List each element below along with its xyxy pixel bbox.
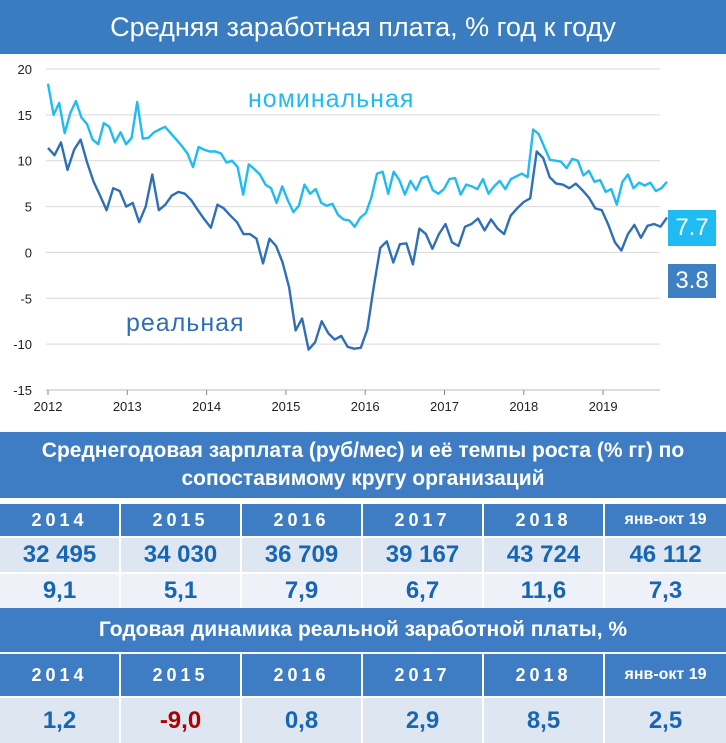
real-wage-value: 2,5 <box>605 698 726 743</box>
growth-value: 6,7 <box>363 574 484 608</box>
salary-value: 39 167 <box>363 538 484 572</box>
table2-year: 2014 <box>0 654 121 696</box>
table2-year: 2017 <box>363 654 484 696</box>
table2-year-row: 2014 2015 2016 2017 2018 янв-окт 19 <box>0 654 726 696</box>
x-tick-label: 2012 <box>34 399 63 414</box>
table1-title-line2: сопоставимому кругу организаций <box>181 467 545 490</box>
y-tick-label: -5 <box>20 291 32 306</box>
table1-title-line1: Среднегодовая зарплата (руб/мес) и её те… <box>41 439 685 462</box>
salary-value: 36 709 <box>242 538 363 572</box>
growth-value: 9,1 <box>0 574 121 608</box>
real-end-label: 3.8 <box>668 264 716 298</box>
table1-year: 2014 <box>0 504 121 536</box>
x-tick-label: 2019 <box>589 399 618 414</box>
x-tick-label: 2014 <box>192 399 221 414</box>
growth-value: 7,3 <box>605 574 726 608</box>
real-wage-value: 2,9 <box>363 698 484 743</box>
y-tick-label: 20 <box>18 62 32 77</box>
annotation-real: реальная <box>126 309 245 337</box>
x-tick-label: 2018 <box>509 399 538 414</box>
real-wage-value: 0,8 <box>242 698 363 743</box>
x-tick-label: 2015 <box>271 399 300 414</box>
table2-value-row: 1,2 -9,0 0,8 2,9 8,5 2,5 <box>0 698 726 743</box>
y-tick-label: 15 <box>18 108 32 123</box>
growth-value: 5,1 <box>121 574 242 608</box>
table1-year: 2016 <box>242 504 363 536</box>
x-tick-labels: 2012 2013 2014 2015 2016 2017 2018 2019 <box>34 390 618 414</box>
y-tick-label: -10 <box>13 337 32 352</box>
series-line-nominal <box>46 83 668 228</box>
series-line-real <box>47 138 668 351</box>
table1-year: 2018 <box>484 504 605 536</box>
x-tick-label: 2017 <box>430 399 459 414</box>
growth-value: 11,6 <box>484 574 605 608</box>
table1-year: 2017 <box>363 504 484 536</box>
chart-area: 20 15 10 5 0 -5 -10 -15 2012 2013 2014 2015 2016 201… <box>0 54 726 432</box>
page-title: Средняя заработная плата, % год к году <box>0 0 726 54</box>
table1-year: 2015 <box>121 504 242 536</box>
real-wage-value: -9,0 <box>121 698 242 743</box>
x-tick-label: 2016 <box>351 399 380 414</box>
table1-title: Среднегодовая зарплата (руб/мес) и её те… <box>0 432 726 498</box>
nominal-end-label: 7.7 <box>668 210 716 246</box>
salary-value: 46 112 <box>605 538 726 572</box>
y-tick-label: 5 <box>25 200 32 215</box>
real-wage-value: 1,2 <box>0 698 121 743</box>
table2-title: Годовая динамика реальной заработной пла… <box>0 608 726 652</box>
table2-year: 2016 <box>242 654 363 696</box>
y-tick-labels: 20 15 10 5 0 -5 -10 -15 <box>13 62 32 398</box>
gridlines <box>46 68 660 391</box>
tables-section: Среднегодовая зарплата (руб/мес) и её те… <box>0 432 726 743</box>
table2-year: янв-окт 19 <box>605 654 726 696</box>
salary-value: 43 724 <box>484 538 605 572</box>
table1-year-row: 2014 2015 2016 2017 2018 янв-окт 19 <box>0 504 726 536</box>
table2-year: 2015 <box>121 654 242 696</box>
y-tick-label: 0 <box>25 245 32 260</box>
y-tick-label: 10 <box>18 154 32 169</box>
table1-salary-row: 32 495 34 030 36 709 39 167 43 724 46 11… <box>0 538 726 572</box>
real-wage-value: 8,5 <box>484 698 605 743</box>
series-lines <box>46 83 668 351</box>
y-tick-label: -15 <box>13 383 32 398</box>
x-tick-label: 2013 <box>113 399 142 414</box>
table1-year: янв-окт 19 <box>605 504 726 536</box>
salary-value: 32 495 <box>0 538 121 572</box>
annotation-nominal: номинальная <box>248 85 414 113</box>
table2-year: 2018 <box>484 654 605 696</box>
growth-value: 7,9 <box>242 574 363 608</box>
salary-value: 34 030 <box>121 538 242 572</box>
table1-growth-row: 9,1 5,1 7,9 6,7 11,6 7,3 <box>0 574 726 608</box>
